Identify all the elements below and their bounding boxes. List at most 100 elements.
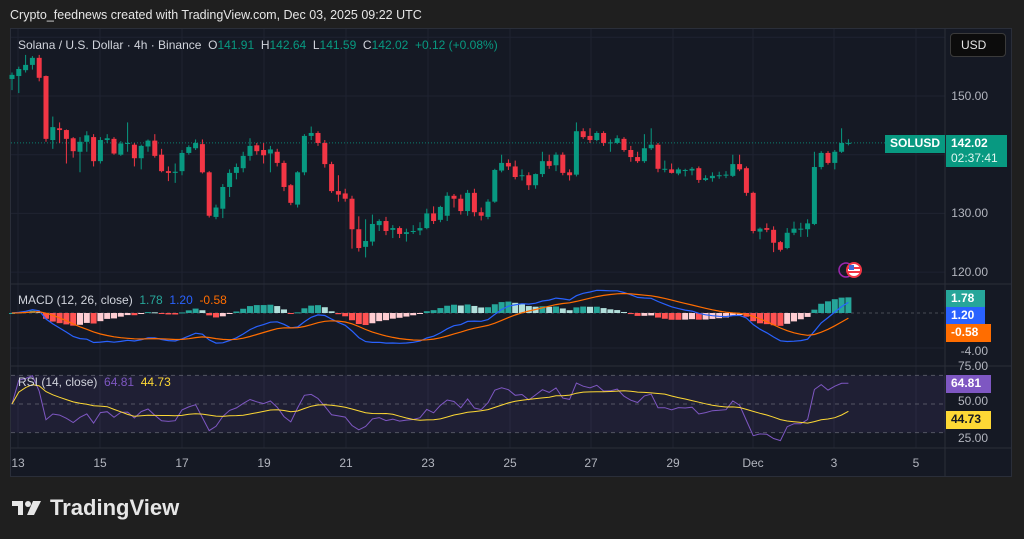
close-label: C: [362, 38, 372, 52]
candle-body: [818, 152, 824, 168]
candle-body: [757, 228, 763, 232]
macd-histogram-bar: [525, 306, 532, 313]
candle-body: [308, 132, 314, 136]
change-value: +0.12 (+0.08%): [414, 38, 498, 52]
macd-histogram-bar: [668, 313, 675, 320]
macd-histogram-bar: [757, 313, 763, 324]
candle-body: [451, 195, 457, 199]
candle-body: [601, 132, 607, 143]
candle-body: [186, 147, 192, 153]
macd-histogram-bar: [355, 313, 362, 325]
candle-body: [845, 142, 851, 144]
candle-body: [233, 167, 239, 173]
macd-histogram-bar: [791, 313, 797, 322]
candle-body: [315, 132, 321, 143]
candle-body: [499, 162, 505, 171]
rsi-title[interactable]: RSI (14, close): [18, 375, 98, 389]
macd-histogram-bar: [328, 311, 335, 313]
candle-body: [125, 142, 131, 144]
rsi-axis-label: 50.00: [957, 394, 988, 408]
candle-body: [560, 154, 566, 173]
macd-histogram-bar: [818, 303, 825, 313]
macd-histogram-bar: [784, 313, 791, 324]
candle-body: [648, 144, 654, 149]
candle-body: [417, 228, 423, 231]
candle-body: [274, 151, 280, 163]
candle-body: [240, 155, 246, 169]
macd-histogram-bar: [587, 306, 593, 313]
candle-body: [716, 175, 722, 177]
candle-body: [342, 193, 348, 199]
time-axis-label: 5: [912, 456, 920, 470]
candle-body: [43, 76, 49, 139]
time-axis-label: 21: [339, 456, 353, 470]
candle-body: [471, 192, 477, 213]
time-axis-label: 13: [11, 456, 25, 470]
macd-histogram-badge: 1.78: [946, 290, 985, 307]
candle-body: [723, 174, 729, 176]
candle-body: [261, 150, 267, 156]
candle-body: [798, 228, 804, 230]
candle-body: [485, 201, 491, 217]
macd-histogram-bar: [539, 306, 546, 313]
low-label: L: [312, 38, 320, 52]
symbol-name[interactable]: Solana / U.S. Dollar · 4h · Binance: [18, 38, 202, 52]
candle-body: [288, 185, 294, 203]
macd-histogram-bar: [634, 313, 641, 316]
macd-histogram-bar: [804, 313, 811, 317]
economic-event-icon[interactable]: [838, 260, 862, 280]
bar-countdown: 02:37:41: [951, 151, 998, 165]
time-axis-label: 25: [503, 456, 517, 470]
macd-line-badge: 1.20: [946, 307, 985, 324]
macd-histogram-bar: [179, 312, 185, 314]
candle-body: [614, 138, 620, 143]
macd-histogram-bar: [97, 313, 104, 322]
candle-body: [492, 169, 498, 202]
macd-histogram-bar: [763, 313, 770, 325]
macd-histogram-bar: [607, 309, 614, 313]
macd-histogram-bar: [294, 312, 301, 314]
candle-body: [431, 213, 437, 222]
macd-histogram-bar: [219, 313, 226, 317]
candle-body: [669, 169, 675, 173]
macd-histogram-bar: [233, 311, 240, 313]
last-price-badge: 142.02 02:37:41: [946, 135, 1007, 167]
macd-histogram-bar: [158, 313, 165, 314]
candle-body: [505, 162, 511, 167]
macd-histogram-bar: [260, 305, 267, 313]
candle-body: [635, 157, 641, 162]
macd-title[interactable]: MACD (12, 26, close): [18, 293, 133, 307]
macd-histogram-bar: [580, 306, 587, 313]
candle-body: [376, 221, 382, 226]
last-price: 142.02: [951, 136, 988, 150]
candle-body: [621, 138, 627, 151]
candle-body: [512, 166, 518, 178]
macd-histogram-bar: [471, 305, 478, 313]
open-value: 141.91: [217, 38, 255, 52]
macd-histogram-bar: [213, 313, 219, 318]
currency-button[interactable]: USD: [950, 33, 1006, 57]
macd-histogram-bar: [573, 307, 580, 313]
candle-body: [689, 168, 695, 171]
candle-body: [104, 138, 110, 141]
macd-histogram-bar: [410, 313, 417, 316]
macd-histogram-bar: [444, 305, 451, 313]
candle-body: [764, 228, 770, 230]
candle-body: [696, 168, 702, 180]
candle-body: [70, 138, 76, 152]
macd-histogram-bar: [90, 313, 97, 324]
macd-histogram-bar: [403, 313, 410, 317]
macd-histogram-bar: [349, 313, 355, 321]
time-axis-label: 23: [421, 456, 435, 470]
candle-body: [329, 164, 335, 192]
macd-histogram-bar: [838, 297, 845, 313]
macd-line: [11, 289, 849, 344]
macd-histogram-bar: [49, 313, 56, 322]
macd-signal-badge: -0.58: [946, 324, 991, 342]
candle-body: [403, 232, 409, 234]
candle-body: [730, 164, 736, 176]
macd-histogram-bar: [287, 313, 294, 314]
candle-body: [138, 145, 144, 159]
macd-histogram-bar: [478, 307, 485, 313]
